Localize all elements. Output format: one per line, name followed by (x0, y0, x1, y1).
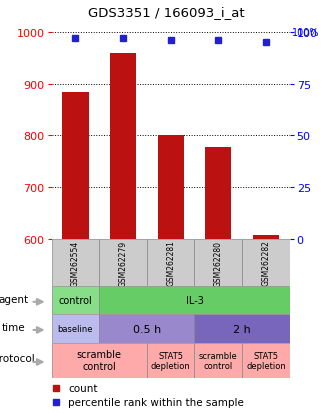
Bar (253, 235, 279, 239)
Text: 2 h: 2 h (233, 324, 251, 334)
Bar (52, 287, 99, 315)
Text: scramble
control: scramble control (77, 349, 122, 371)
Text: GSM262279: GSM262279 (119, 240, 128, 286)
Bar (242, 343, 290, 378)
Text: 100%: 100% (292, 28, 320, 38)
Bar (147, 343, 194, 378)
Bar (194, 239, 242, 287)
Text: GSM262554: GSM262554 (71, 240, 80, 286)
Bar (52, 315, 99, 343)
Bar (99, 287, 290, 315)
Bar (99, 315, 194, 343)
Text: STAT5
depletion: STAT5 depletion (151, 351, 190, 370)
Text: GSM262281: GSM262281 (166, 240, 175, 286)
Bar (205, 147, 231, 239)
Text: STAT5
depletion: STAT5 depletion (246, 351, 286, 370)
Text: GSM262282: GSM262282 (261, 240, 270, 286)
Bar (62, 92, 89, 239)
Bar (194, 315, 290, 343)
Text: GSM262280: GSM262280 (214, 240, 223, 286)
Bar (110, 54, 136, 239)
Text: count: count (68, 383, 98, 393)
Bar (158, 136, 184, 239)
Text: time: time (2, 323, 26, 332)
Text: scramble
control: scramble control (199, 351, 238, 370)
Text: baseline: baseline (58, 324, 93, 333)
Bar (242, 239, 290, 287)
Text: percentile rank within the sample: percentile rank within the sample (68, 396, 244, 407)
Text: agent: agent (0, 294, 29, 304)
Text: GDS3351 / 166093_i_at: GDS3351 / 166093_i_at (88, 6, 245, 19)
Text: 0.5 h: 0.5 h (133, 324, 161, 334)
Bar (194, 343, 242, 378)
Bar (52, 239, 99, 287)
Text: control: control (59, 296, 92, 306)
Bar (52, 343, 147, 378)
Text: IL-3: IL-3 (185, 296, 203, 306)
Bar (99, 239, 147, 287)
Bar (147, 239, 194, 287)
Text: protocol: protocol (0, 354, 35, 363)
